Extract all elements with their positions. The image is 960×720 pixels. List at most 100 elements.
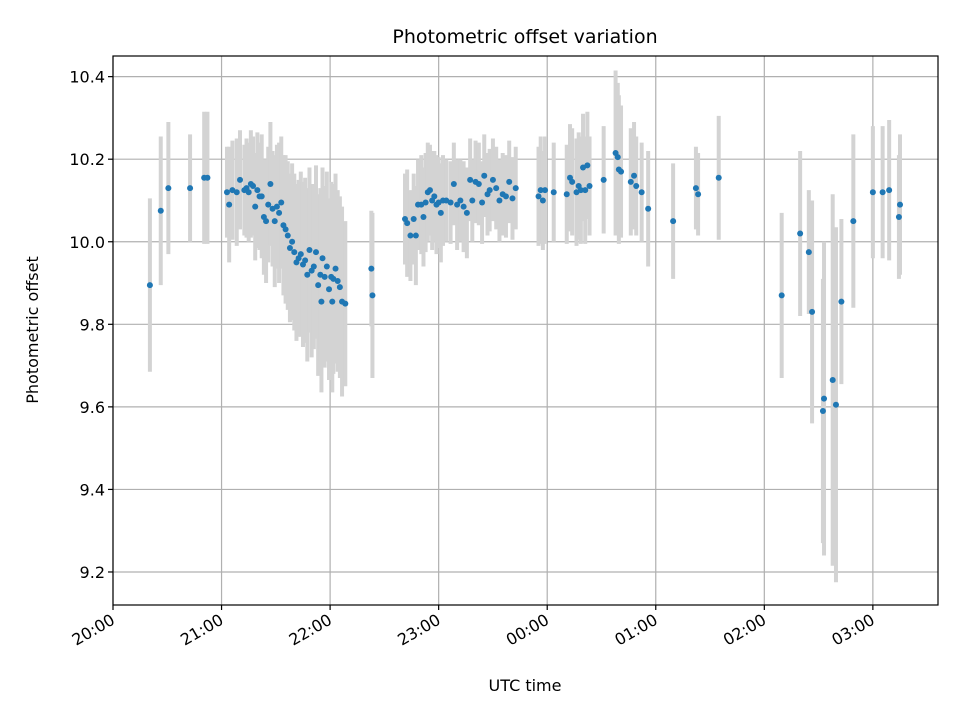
x-axis-title: UTC time [489, 676, 562, 695]
data-point [165, 185, 172, 192]
data-point [226, 201, 233, 208]
data-point [638, 189, 645, 196]
data-point [250, 183, 257, 190]
data-point [318, 298, 325, 305]
data-point [809, 308, 816, 315]
data-point [252, 203, 259, 210]
data-point [879, 189, 886, 196]
data-point [512, 185, 519, 192]
data-point [254, 187, 261, 194]
data-point [420, 213, 427, 220]
data-point [410, 216, 417, 223]
y-tick-label: 9.2 [80, 563, 105, 582]
data-point [633, 183, 640, 190]
data-point [715, 174, 722, 181]
data-point [426, 187, 433, 194]
y-tick-label: 9.4 [80, 480, 105, 499]
data-point [509, 195, 516, 202]
data-point [463, 209, 470, 216]
data-point [291, 249, 298, 256]
data-point [502, 193, 509, 200]
data-point [481, 172, 488, 179]
data-point [631, 172, 638, 179]
data-point [486, 187, 493, 194]
data-point [670, 218, 677, 225]
data-point [204, 174, 211, 181]
data-point [407, 232, 414, 239]
data-point [550, 189, 557, 196]
data-point [319, 255, 326, 262]
data-point [422, 199, 429, 206]
data-point [326, 286, 333, 293]
data-point [895, 213, 902, 220]
y-tick-label: 10.4 [69, 68, 105, 87]
data-point [187, 185, 194, 192]
y-axis-title: Photometric offset [23, 256, 42, 404]
data-point [323, 263, 330, 270]
data-point [584, 162, 591, 169]
data-point [897, 201, 904, 208]
data-point [645, 205, 652, 212]
data-point [695, 191, 702, 198]
data-point [312, 249, 319, 256]
chart-title: Photometric offset variation [392, 26, 657, 48]
data-point [493, 185, 500, 192]
data-point [869, 189, 876, 196]
data-point [542, 187, 549, 194]
data-point [819, 407, 826, 414]
data-point [278, 199, 285, 206]
data-point [447, 199, 454, 206]
data-point [302, 257, 309, 264]
data-point [460, 203, 467, 210]
data-point [412, 232, 419, 239]
data-point [146, 282, 153, 289]
plot-frame [112, 55, 939, 606]
data-point [586, 183, 593, 190]
data-point [479, 199, 486, 206]
data-point [368, 265, 375, 272]
data-point [614, 154, 621, 161]
data-point [284, 232, 291, 239]
data-point [404, 220, 411, 227]
data-point [286, 244, 293, 251]
data-point [233, 189, 240, 196]
data-point [506, 178, 513, 185]
data-point [821, 395, 828, 402]
data-point [489, 176, 496, 183]
data-point [237, 176, 244, 183]
data-point [329, 298, 336, 305]
data-point [297, 251, 304, 258]
data-point [454, 201, 461, 208]
data-point [475, 180, 482, 187]
data-point [310, 263, 317, 270]
data-point [276, 209, 283, 216]
data-point [539, 197, 546, 204]
data-point [263, 218, 270, 225]
data-point [282, 226, 289, 233]
data-point [334, 277, 341, 284]
data-point [537, 187, 544, 194]
data-point [223, 189, 230, 196]
data-point [457, 197, 464, 204]
data-point [618, 168, 625, 175]
data-point [265, 201, 272, 208]
data-point [582, 187, 589, 194]
data-point [315, 282, 322, 289]
y-tick-label: 9.6 [80, 398, 105, 417]
data-point [829, 377, 836, 384]
y-tick-label: 9.8 [80, 315, 105, 334]
data-point [469, 197, 476, 204]
data-point [271, 218, 278, 225]
data-point [267, 180, 274, 187]
data-point [600, 176, 607, 183]
data-point [321, 273, 328, 280]
data-point [850, 218, 857, 225]
data-points [146, 150, 904, 414]
data-point [563, 191, 570, 198]
data-point [245, 189, 252, 196]
data-point [306, 247, 313, 254]
data-point [304, 271, 311, 278]
data-point [797, 230, 804, 237]
data-point [437, 209, 444, 216]
